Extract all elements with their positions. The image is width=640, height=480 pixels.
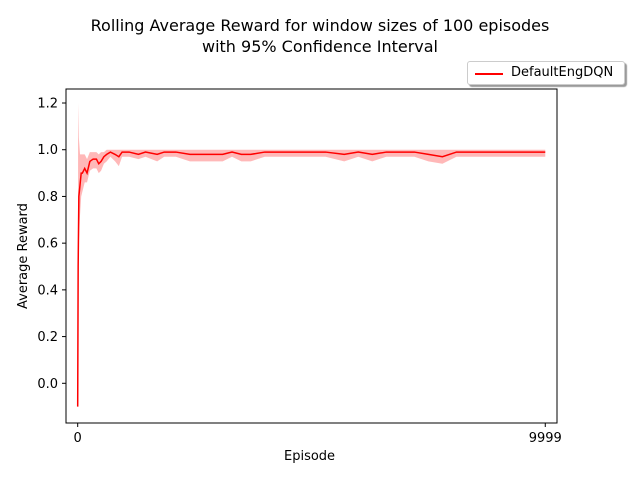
x-tick-label: 9999 [529,431,562,446]
chart-subtitle: with 95% Confidence Interval [202,37,438,56]
y-tick-label: 0.4 [37,283,58,298]
y-tick-label: 0.6 [37,237,58,252]
tick-layer: 0.0 0.2 0.4 0.6 0.8 1.0 1.2 0 9999 [37,97,561,446]
series-line-layer [76,151,546,407]
y-tick-label: 0.0 [37,377,58,392]
y-tick-label: 1.2 [37,97,58,112]
y-tick-label: 1.0 [37,143,58,158]
y-tick-label: 0.8 [37,190,58,205]
legend: DefaultEngDQN [467,61,625,85]
ci-band [77,103,546,407]
y-axis-label: Average Reward [16,203,31,309]
chart-title: Rolling Average Reward for window sizes … [90,16,550,35]
y-tick-label: 0.2 [37,330,58,345]
plot-frame [65,88,558,424]
legend-swatch [475,73,503,75]
x-tick-label: 0 [74,431,82,446]
series-line [76,151,546,407]
x-axis-label: Episode [284,449,336,464]
legend-label: DefaultEngDQN [511,65,614,80]
ci-band-layer [77,103,546,407]
